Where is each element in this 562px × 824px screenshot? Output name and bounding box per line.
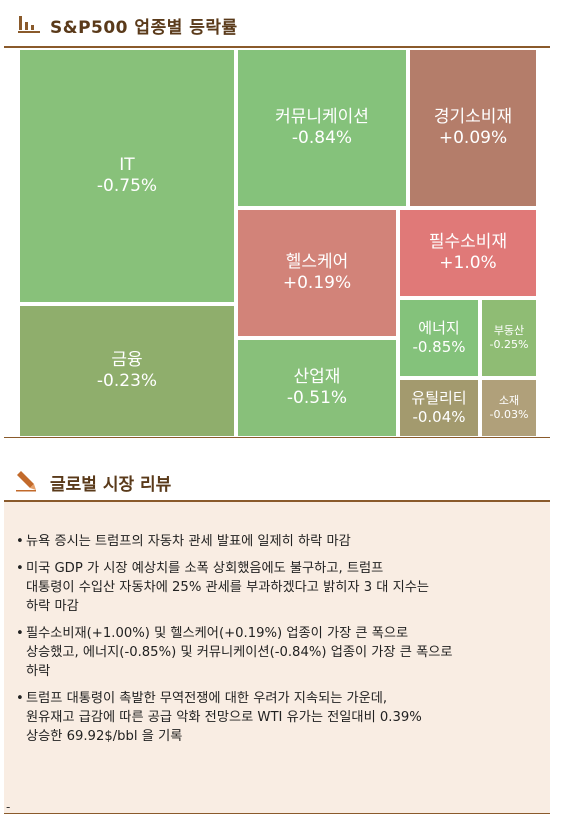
treemap-divider bbox=[4, 437, 550, 438]
sector-tile: 산업재 -0.51% bbox=[236, 338, 398, 438]
review-bullet: 뉴욕 증시는 트럼프의 자동차 관세 발표에 일제히 하락 마감 bbox=[16, 532, 540, 551]
sector-name: 산업재 bbox=[293, 366, 341, 387]
sector-tile: 소재 -0.03% bbox=[480, 378, 538, 438]
bullet-line: 뉴욕 증시는 트럼프의 자동차 관세 발표에 일제히 하락 마감 bbox=[26, 534, 351, 549]
sector-name: 에너지 bbox=[418, 319, 460, 338]
sector-change: -0.75% bbox=[96, 176, 158, 196]
bullet-line: 하락 bbox=[26, 664, 51, 679]
sector-tile: 에너지 -0.85% bbox=[398, 298, 480, 378]
sector-tile: 경기소비재 +0.09% bbox=[408, 48, 538, 208]
sector-tile: 금융 -0.23% bbox=[18, 304, 236, 438]
sector-change: -0.25% bbox=[489, 338, 529, 351]
bullet-line: 필수소비재(+1.00%) 및 헬스케어(+0.19%) 업종이 가장 큰 폭으… bbox=[26, 626, 409, 641]
footer-mark: - bbox=[6, 800, 11, 814]
chart-header: S&P500 업종별 등락률 bbox=[4, 0, 550, 48]
bullet-line: 대통령이 수입산 자동차에 25% 관세를 부과하겠다고 밝히자 3 대 지수는 bbox=[26, 580, 430, 595]
sector-change: +1.0% bbox=[439, 253, 497, 273]
sector-tile: 부동산 -0.25% bbox=[480, 298, 538, 378]
review-bullet: 미국 GDP 가 시장 예상치를 소폭 상회했음에도 불구하고, 트럼프대통령이… bbox=[16, 559, 540, 616]
chart-title: S&P500 업종별 등락률 bbox=[50, 18, 238, 38]
sector-name: 경기소비재 bbox=[433, 106, 513, 127]
sector-name: 헬스케어 bbox=[285, 251, 349, 272]
sector-change: -0.03% bbox=[489, 408, 529, 421]
sector-change: -0.51% bbox=[286, 388, 348, 408]
sector-tile: 유틸리티 -0.04% bbox=[398, 378, 480, 438]
sector-name: 금융 bbox=[111, 349, 143, 370]
review-bullet: 필수소비재(+1.00%) 및 헬스케어(+0.19%) 업종이 가장 큰 폭으… bbox=[16, 624, 540, 681]
review-header: 글로벌 시장 리뷰 bbox=[4, 462, 550, 502]
sector-name: 유틸리티 bbox=[411, 389, 467, 408]
sector-change: +0.09% bbox=[438, 128, 508, 148]
bullet-line: 미국 GDP 가 시장 예상치를 소폭 상회했음에도 불구하고, 트럼프 bbox=[26, 561, 384, 576]
sector-name: IT bbox=[119, 154, 135, 175]
sector-tile: IT -0.75% bbox=[18, 48, 236, 304]
review-title: 글로벌 시장 리뷰 bbox=[50, 475, 172, 495]
review-content: 뉴욕 증시는 트럼프의 자동차 관세 발표에 일제히 하락 마감미국 GDP 가… bbox=[4, 502, 550, 814]
sector-change: -0.04% bbox=[412, 408, 466, 426]
sector-change: -0.84% bbox=[291, 128, 353, 148]
sector-tile: 헬스케어 +0.19% bbox=[236, 208, 398, 338]
sector-name: 소재 bbox=[498, 394, 520, 408]
sector-tile: 커뮤니케이션 -0.84% bbox=[236, 48, 408, 208]
bar-chart-icon bbox=[18, 16, 40, 33]
sector-name: 필수소비재 bbox=[428, 231, 508, 252]
bullet-line: 하락 마감 bbox=[26, 599, 79, 614]
sector-change: +0.19% bbox=[282, 273, 352, 293]
sector-name: 커뮤니케이션 bbox=[275, 106, 369, 127]
sector-tile: 필수소비재 +1.0% bbox=[398, 208, 538, 298]
bullet-line: 트럼프 대통령이 촉발한 무역전쟁에 대한 우려가 지속되는 가운데, bbox=[26, 691, 388, 706]
bullet-line: 상승한 69.92$/bbl 을 기록 bbox=[26, 729, 183, 744]
bullet-line: 원유재고 급감에 따른 공급 악화 전망으로 WTI 유가는 전일대비 0.39… bbox=[26, 710, 422, 725]
pencil-icon bbox=[16, 471, 36, 492]
review-bullet: 트럼프 대통령이 촉발한 무역전쟁에 대한 우려가 지속되는 가운데, 원유재고 … bbox=[16, 689, 540, 746]
sector-name: 부동산 bbox=[493, 324, 525, 338]
bullet-line: 상승했고, 에너지(-0.85%) 및 커뮤니케이션(-0.84%) 업종이 가… bbox=[26, 645, 453, 660]
sector-change: -0.23% bbox=[96, 371, 158, 391]
sector-treemap: IT -0.75% 금융 -0.23% 커뮤니케이션 -0.84% 경기소비재 +0.09% 헬… bbox=[4, 48, 550, 438]
sector-change: -0.85% bbox=[412, 338, 466, 356]
